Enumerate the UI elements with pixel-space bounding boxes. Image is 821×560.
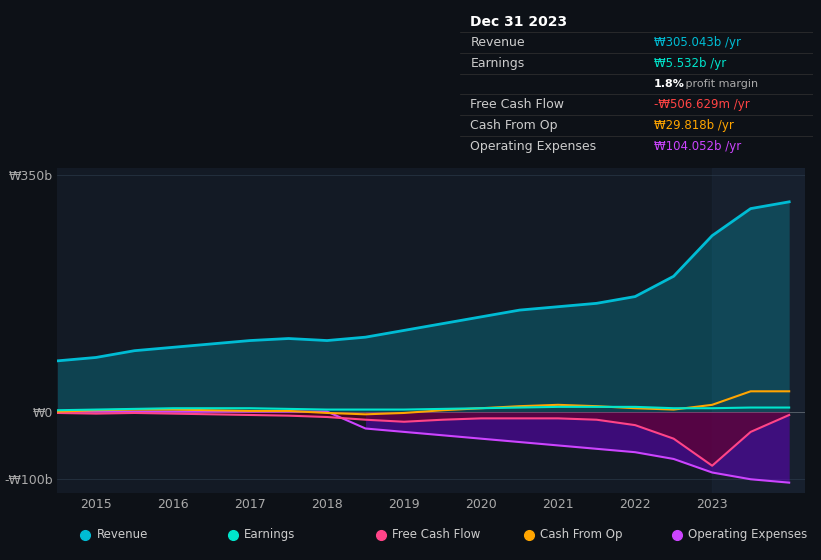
Text: ₩29.818b /yr: ₩29.818b /yr (654, 119, 734, 132)
Text: Revenue: Revenue (97, 528, 148, 542)
Text: Cash From Op: Cash From Op (540, 528, 622, 542)
Text: ₩305.043b /yr: ₩305.043b /yr (654, 36, 741, 49)
Text: Revenue: Revenue (470, 36, 525, 49)
Bar (712, 168, 805, 493)
Text: profit margin: profit margin (682, 79, 759, 89)
Text: -₩506.629m /yr: -₩506.629m /yr (654, 99, 750, 111)
Text: 1.8%: 1.8% (654, 79, 685, 89)
Text: Operating Expenses: Operating Expenses (688, 528, 807, 542)
Text: ₩104.052b /yr: ₩104.052b /yr (654, 140, 741, 153)
Text: Earnings: Earnings (470, 57, 525, 69)
Text: Dec 31 2023: Dec 31 2023 (470, 15, 567, 29)
Text: Free Cash Flow: Free Cash Flow (392, 528, 480, 542)
Text: Operating Expenses: Operating Expenses (470, 140, 597, 153)
Text: Earnings: Earnings (245, 528, 296, 542)
Text: ₩5.532b /yr: ₩5.532b /yr (654, 57, 727, 69)
Text: Cash From Op: Cash From Op (470, 119, 557, 132)
Text: Free Cash Flow: Free Cash Flow (470, 99, 564, 111)
